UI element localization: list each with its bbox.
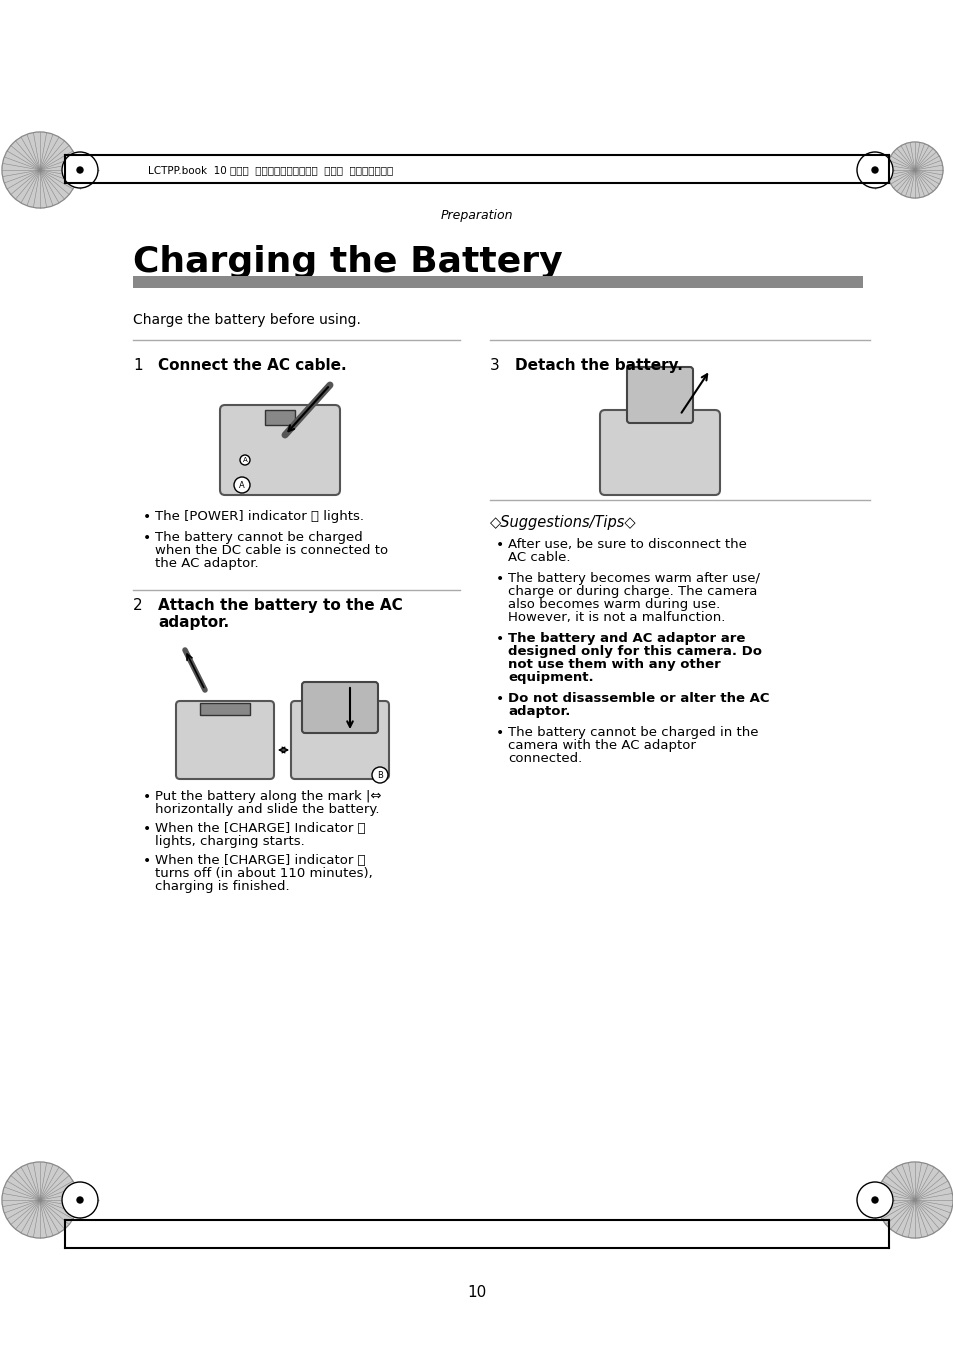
Bar [200,704,250,714]
Text: •: • [496,572,504,586]
Text: The battery and AC adaptor are: The battery and AC adaptor are [507,632,744,644]
Text: Preparation: Preparation [440,209,513,221]
Text: designed only for this camera. Do: designed only for this camera. Do [507,644,761,658]
Text: when the DC cable is connected to: when the DC cable is connected to [154,545,388,557]
Text: When the [CHARGE] Indicator Ⓑ: When the [CHARGE] Indicator Ⓑ [154,822,365,834]
Text: Connect the AC cable.: Connect the AC cable. [158,359,346,373]
Bar [132,276,862,288]
Text: 1: 1 [132,359,143,373]
Text: The battery becomes warm after use/: The battery becomes warm after use/ [507,572,760,585]
Text: 3: 3 [490,359,499,373]
Text: •: • [143,531,152,545]
FancyBboxPatch shape [220,404,339,495]
Text: charging is finished.: charging is finished. [154,880,290,892]
Text: horizontally and slide the battery.: horizontally and slide the battery. [154,803,379,816]
Bar [265,410,294,425]
Text: •: • [143,822,152,836]
Circle shape [871,167,877,173]
Text: A: A [242,457,247,462]
Text: Charge the battery before using.: Charge the battery before using. [132,313,360,328]
Text: equipment.: equipment. [507,671,593,683]
Text: turns off (in about 110 minutes),: turns off (in about 110 minutes), [154,867,373,880]
Text: the AC adaptor.: the AC adaptor. [154,557,258,570]
FancyBboxPatch shape [599,410,720,495]
Text: •: • [143,790,152,803]
Text: Do not disassemble or alter the AC: Do not disassemble or alter the AC [507,692,769,705]
Text: •: • [143,855,152,868]
FancyBboxPatch shape [175,701,274,779]
Text: A: A [239,480,245,489]
FancyBboxPatch shape [626,367,692,423]
Text: 2: 2 [132,599,143,613]
Text: The battery cannot be charged in the: The battery cannot be charged in the [507,727,758,739]
Text: •: • [496,727,504,740]
Text: not use them with any other: not use them with any other [507,658,720,671]
Circle shape [233,477,250,493]
Text: •: • [496,632,504,646]
Circle shape [372,767,388,783]
Circle shape [871,1197,877,1202]
Circle shape [2,1162,78,1237]
Circle shape [77,167,83,173]
Circle shape [77,1197,83,1202]
Circle shape [856,152,892,187]
Text: Charging the Battery: Charging the Battery [132,245,562,279]
Text: LCTPP.book  10 ページ  ２００４年１月２６日  月曜日  午後６時５０分: LCTPP.book 10 ページ ２００４年１月２６日 月曜日 午後６時５０分 [148,164,393,175]
FancyBboxPatch shape [302,682,377,733]
Circle shape [240,456,250,465]
Text: also becomes warm during use.: also becomes warm during use. [507,599,720,611]
Circle shape [62,1182,98,1219]
Text: charge or during charge. The camera: charge or during charge. The camera [507,585,757,599]
Text: camera with the AC adaptor: camera with the AC adaptor [507,739,695,752]
Text: B: B [376,771,382,779]
Text: connected.: connected. [507,752,581,766]
Text: •: • [496,692,504,706]
FancyBboxPatch shape [291,701,389,779]
Text: •: • [496,538,504,551]
Text: The battery cannot be charged: The battery cannot be charged [154,531,362,545]
Text: ◇Suggestions/Tips◇: ◇Suggestions/Tips◇ [490,515,636,530]
Circle shape [62,152,98,187]
Circle shape [886,142,942,198]
Circle shape [856,1182,892,1219]
Circle shape [2,132,78,208]
Text: When the [CHARGE] indicator Ⓑ: When the [CHARGE] indicator Ⓑ [154,855,365,867]
Text: AC cable.: AC cable. [507,551,570,563]
Text: Attach the battery to the AC
adaptor.: Attach the battery to the AC adaptor. [158,599,402,631]
Text: Detach the battery.: Detach the battery. [515,359,682,373]
Text: adaptor.: adaptor. [507,705,570,718]
Text: However, it is not a malfunction.: However, it is not a malfunction. [507,611,724,624]
Text: lights, charging starts.: lights, charging starts. [154,834,304,848]
Text: Put the battery along the mark |⇔: Put the battery along the mark |⇔ [154,790,381,803]
Circle shape [876,1162,952,1237]
Text: After use, be sure to disconnect the: After use, be sure to disconnect the [507,538,746,551]
Text: •: • [143,510,152,524]
Text: The [POWER] indicator Ⓐ lights.: The [POWER] indicator Ⓐ lights. [154,510,364,523]
Text: 10: 10 [467,1285,486,1299]
